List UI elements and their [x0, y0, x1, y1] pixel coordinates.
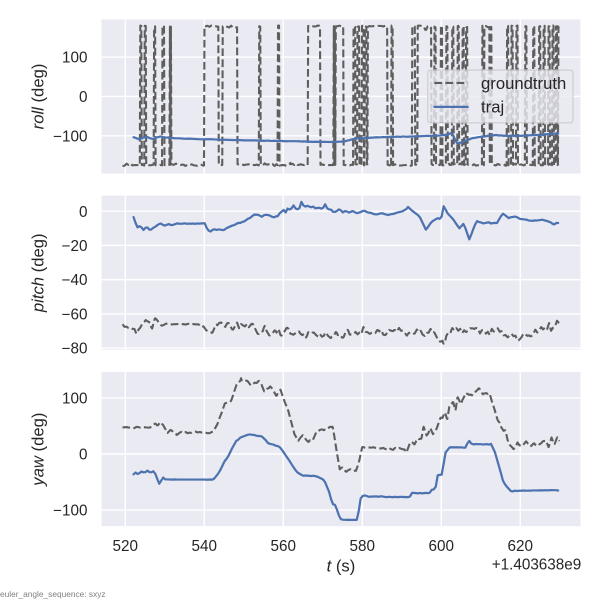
svg-text:0: 0 — [79, 204, 88, 221]
svg-text:560: 560 — [271, 538, 296, 555]
svg-text:−60: −60 — [62, 306, 88, 323]
svg-text:580: 580 — [350, 538, 375, 555]
svg-text:520: 520 — [113, 538, 138, 555]
svg-text:r o l l: r o l l ( d e g ) — [24, 63, 49, 129]
svg-text:0: 0 — [79, 447, 88, 464]
svg-text:−20: −20 — [62, 238, 88, 255]
svg-text:euler_angle_sequence: sxyz: euler_angle_sequence: sxyz — [0, 589, 106, 599]
svg-text:+1.403638e9: +1.403638e9 — [492, 557, 582, 574]
svg-text:620: 620 — [507, 538, 532, 555]
svg-text:−40: −40 — [62, 272, 88, 289]
svg-text:−100: −100 — [53, 503, 87, 520]
svg-text:600: 600 — [429, 538, 454, 555]
svg-text:groundtruth: groundtruth — [481, 74, 566, 93]
svg-text:y a w: y a w ( d e g ) — [24, 412, 49, 487]
svg-text:100: 100 — [62, 391, 87, 408]
svg-text:−80: −80 — [62, 341, 88, 358]
svg-text:t ( s: t ( s ) — [327, 552, 356, 577]
svg-text:100: 100 — [62, 50, 87, 67]
svg-text:0: 0 — [79, 89, 88, 106]
svg-text:p i t c: p i t c h ( d e g ) — [24, 233, 49, 313]
svg-text:540: 540 — [192, 538, 217, 555]
svg-text:−100: −100 — [53, 128, 87, 145]
svg-text:traj: traj — [481, 98, 504, 117]
